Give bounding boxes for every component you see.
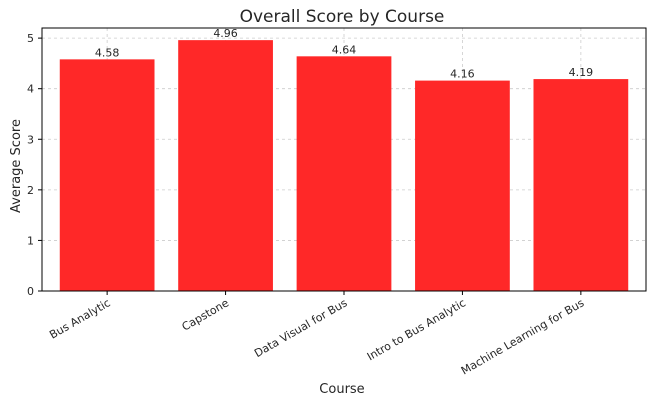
- x-tick-label: Machine Learning for Bus: [459, 296, 587, 377]
- x-tick-label: Intro to Bus Analytic: [365, 296, 468, 363]
- y-tick-label: 0: [27, 285, 34, 298]
- y-tick-label: 3: [27, 133, 34, 146]
- bar: [59, 59, 155, 291]
- bar: [178, 40, 273, 292]
- bars: [59, 40, 629, 292]
- bar: [415, 80, 510, 291]
- bar-value-label: 4.58: [95, 46, 120, 59]
- bar-value-label: 4.16: [450, 68, 475, 81]
- x-tick-label: Data Visual for Bus: [252, 296, 350, 360]
- bar-value-label: 4.19: [569, 66, 594, 79]
- y-tick-label: 4: [27, 83, 34, 96]
- data-labels: 4.58 4.96 4.64 4.16 4.19: [95, 27, 593, 80]
- y-axis-label: Average Score: [9, 119, 24, 213]
- y-tick-label: 1: [27, 234, 34, 247]
- chart-title: Overall Score by Course: [240, 7, 445, 27]
- x-axis-label: Course: [319, 382, 364, 397]
- x-tick-label: Bus Analytic: [47, 296, 112, 341]
- y-tick-label: 5: [27, 32, 34, 45]
- bar: [296, 56, 392, 292]
- bar: [533, 79, 629, 291]
- x-tick-label: Capstone: [180, 296, 232, 333]
- bar-value-label: 4.96: [213, 27, 238, 40]
- bar-value-label: 4.64: [332, 43, 357, 56]
- plot-frame: [41, 27, 647, 292]
- y-tick-label: 2: [27, 184, 34, 197]
